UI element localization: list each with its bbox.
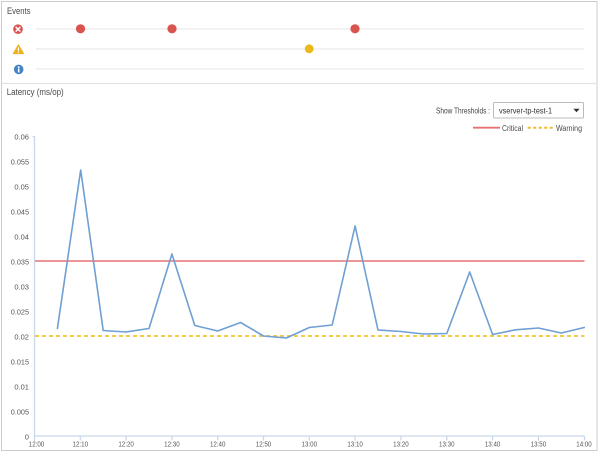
svg-text:0.03: 0.03 (14, 282, 29, 291)
svg-text:13:40: 13:40 (485, 440, 501, 449)
svg-text:0.005: 0.005 (11, 407, 29, 416)
svg-text:12:30: 12:30 (164, 440, 180, 449)
svg-text:12:20: 12:20 (118, 440, 134, 449)
svg-text:13:30: 13:30 (439, 440, 455, 449)
svg-text:Critical: Critical (502, 124, 523, 133)
svg-text:12:40: 12:40 (210, 440, 226, 449)
svg-text:12:50: 12:50 (256, 440, 272, 449)
svg-text:12:00: 12:00 (29, 440, 45, 449)
svg-text:0.01: 0.01 (14, 382, 29, 391)
svg-text:13:50: 13:50 (531, 440, 547, 449)
svg-text:0.015: 0.015 (11, 357, 29, 366)
svg-text:0.055: 0.055 (11, 157, 29, 166)
svg-text:13:00: 13:00 (302, 440, 318, 449)
svg-text:vserver-tp-test-1: vserver-tp-test-1 (499, 107, 553, 116)
svg-text:Warning: Warning (556, 124, 582, 133)
svg-text:13:20: 13:20 (393, 440, 409, 449)
svg-text:0: 0 (25, 432, 29, 441)
svg-text:0.02: 0.02 (14, 332, 29, 341)
svg-text:0.06: 0.06 (14, 132, 29, 141)
svg-text:0.04: 0.04 (14, 232, 29, 241)
svg-text:12:10: 12:10 (73, 440, 89, 449)
svg-text:Latency (ms/op): Latency (ms/op) (7, 87, 64, 97)
svg-text:14:00: 14:00 (576, 440, 592, 449)
svg-text:Events: Events (7, 6, 31, 17)
svg-text:0.025: 0.025 (11, 307, 29, 316)
svg-text:0.05: 0.05 (14, 182, 29, 191)
svg-text:13:10: 13:10 (347, 440, 363, 449)
svg-text:0.035: 0.035 (11, 257, 29, 266)
svg-text:Show Thresholds :: Show Thresholds : (436, 107, 490, 116)
svg-text:0.045: 0.045 (11, 207, 29, 216)
